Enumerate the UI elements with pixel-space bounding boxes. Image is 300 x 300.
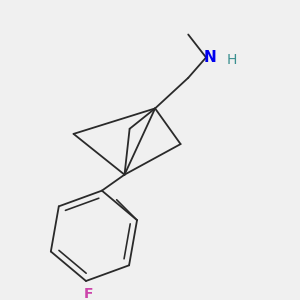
Text: F: F (84, 287, 93, 300)
Text: N: N (203, 50, 216, 65)
Text: H: H (226, 53, 237, 67)
